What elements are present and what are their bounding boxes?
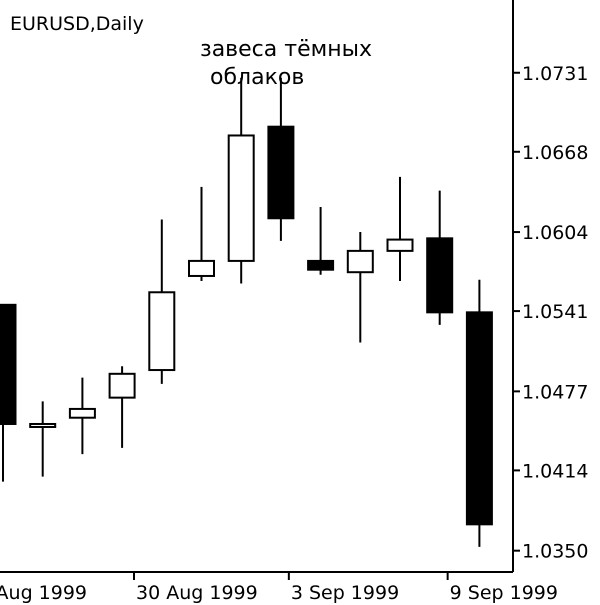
candle-body-bullish — [108, 372, 136, 399]
candle — [0, 303, 17, 482]
candle-body-bearish — [465, 311, 493, 526]
x-ticks: 26 Aug 1999 30 Aug 1999 3 Sep 1999 9 Sep 19… — [0, 572, 558, 604]
candle — [346, 232, 374, 343]
candle-body-bearish — [426, 237, 454, 314]
y-tick-label: 1.0668 — [522, 142, 588, 164]
y-ticks: 1.0350 1.0414 1.0477 1.0541 1.0604 1.0668 1.07… — [513, 63, 588, 563]
y-tick-label: 1.0541 — [522, 301, 588, 323]
chart-title: EURUSD,Daily — [10, 13, 144, 35]
candle-body-bullish — [188, 259, 215, 277]
candle-body-bearish — [267, 125, 295, 220]
candle — [426, 190, 454, 325]
annotation-dark-cloud-line-1: завеса тёмных — [200, 37, 372, 62]
plot-area: завеса тёмных облаков EURUSD,Daily — [0, 13, 493, 547]
y-tick-label: 1.0414 — [522, 460, 588, 482]
y-tick-label: 1.0350 — [522, 541, 588, 563]
candle — [108, 366, 136, 448]
candle-body-bullish — [148, 291, 176, 372]
candle — [148, 219, 176, 384]
candle-body-bullish — [227, 134, 255, 262]
candle — [29, 401, 57, 477]
x-axis: 26 Aug 1999 30 Aug 1999 3 Sep 1999 9 Sep 19… — [0, 571, 558, 604]
candle — [227, 77, 255, 284]
candles — [0, 77, 493, 547]
candle-body-bullish — [68, 407, 96, 419]
x-tick-label: 3 Sep 1999 — [291, 582, 399, 604]
x-tick-label: 26 Aug 1999 — [0, 582, 87, 604]
annotation-dark-cloud-line-2: облаков — [210, 65, 304, 90]
x-tick-label: 9 Sep 1999 — [450, 582, 558, 604]
y-tick-label: 1.0604 — [522, 222, 588, 244]
candle — [188, 186, 215, 281]
candle-body-bullish — [346, 249, 374, 274]
candle — [465, 279, 493, 547]
y-tick-label: 1.0731 — [522, 63, 588, 85]
candle — [307, 206, 335, 275]
candle-body-bullish — [29, 422, 57, 428]
y-tick-label: 1.0477 — [522, 381, 588, 403]
candle-body-bearish — [0, 303, 17, 425]
candle-body-bullish — [386, 238, 414, 252]
candle — [386, 176, 414, 281]
candle — [68, 377, 96, 455]
y-axis: 1.0350 1.0414 1.0477 1.0541 1.0604 1.0668 1.07… — [512, 0, 588, 572]
candle — [267, 77, 295, 241]
x-tick-label: 30 Aug 1999 — [136, 582, 258, 604]
candle-body-bearish — [307, 259, 335, 271]
